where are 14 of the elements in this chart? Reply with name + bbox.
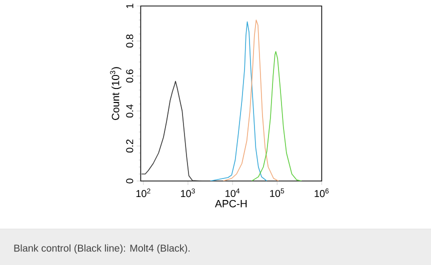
y-tick-label: 0.8: [126, 34, 134, 48]
y-tick-label: 1: [126, 4, 134, 8]
x-tick-label: 10$^{6}$: [314, 188, 329, 198]
x-tick-label: 10$^{4}$: [226, 188, 240, 198]
y-tick-label: 0: [126, 178, 134, 184]
y-tick-label: 0.2: [126, 140, 134, 153]
y-tick-label: 0.6: [126, 70, 134, 83]
x-tick-label: 10$^{2}$: [136, 188, 150, 198]
y-axis-title: Count (10$^{3}$): [110, 67, 122, 120]
x-tick-label: 10$^{3}$: [181, 188, 195, 198]
text: Blank control (Black line): Molt4 (Black).: [14, 244, 190, 254]
x-tick-label: 10$^{5}$: [270, 188, 284, 198]
y-tick-label: 0.4: [126, 104, 134, 118]
x-axis-title: APC-H: [214, 200, 247, 208]
